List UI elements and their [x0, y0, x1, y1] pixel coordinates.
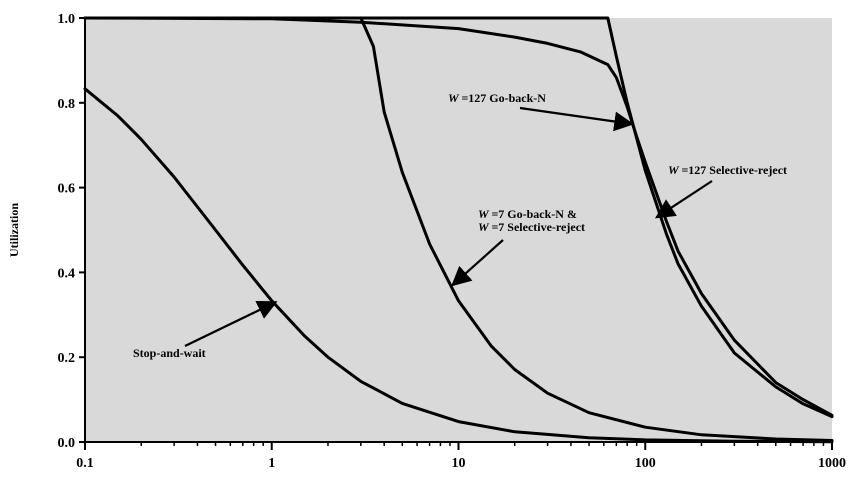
annotation-layer: Stop-and-wait W =7 Go-back-N &W =7 Select…	[133, 91, 787, 360]
series-line-4	[83, 16, 834, 419]
annotation-arrow	[184, 300, 278, 347]
y-tick-label: 0.0	[58, 436, 76, 451]
x-tick-label: 0.1	[76, 456, 94, 471]
annotation-w7: W =7 Go-back-N &W =7 Selective-reject	[451, 207, 585, 287]
annotation-label: W =7 Go-back-N &	[478, 207, 577, 221]
annotation-w127-gbn: W =127 Go-back-N	[448, 91, 635, 132]
annotation-stop-and-wait: Stop-and-wait	[133, 300, 278, 360]
annotation-label: W =7 Selective-reject	[478, 220, 585, 234]
series-layer	[83, 16, 834, 444]
y-tick-label: 0.8	[58, 97, 76, 112]
x-tick-label: 1000	[818, 456, 846, 471]
x-tick-label: 10	[452, 456, 466, 471]
annotation-label: Stop-and-wait	[133, 346, 206, 360]
annotation-arrow	[451, 239, 504, 287]
x-tick-label: 100	[635, 456, 656, 471]
annotation-label: W =127 Go-back-N	[448, 91, 546, 105]
annotation-arrow	[654, 180, 713, 219]
y-tick-label: 0.6	[58, 182, 76, 197]
y-tick-label: 1.0	[58, 12, 76, 27]
plot-area	[85, 18, 832, 442]
annotation-arrow	[519, 106, 635, 132]
y-tick-label: 0.2	[58, 351, 76, 366]
series-line-2	[83, 16, 834, 442]
x-tick-label: 1	[268, 456, 275, 471]
annotation-label: W =127 Selective-reject	[668, 163, 787, 177]
y-axis-title: Utilization	[7, 203, 21, 257]
y-tick-label: 0.4	[58, 266, 76, 281]
axes-layer: 0.0 0.2 0.4 0.6 0.8 1.0 0.1 1 10 100 1000	[58, 12, 847, 471]
series-line-1	[83, 87, 834, 444]
annotation-w127-sr: W =127 Selective-reject	[654, 163, 787, 219]
